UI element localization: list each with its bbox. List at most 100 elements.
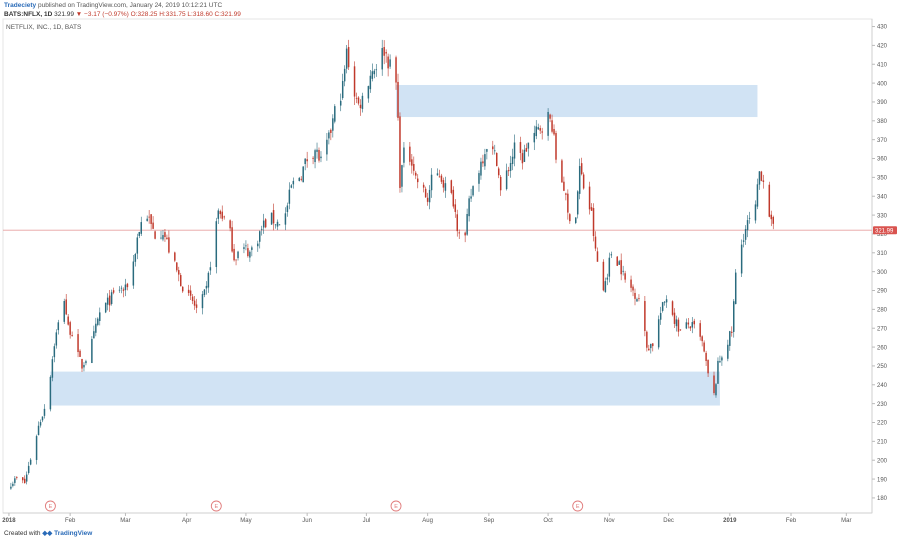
published-text: published on TradingView.com, January 24… xyxy=(36,2,223,9)
candle-body xyxy=(472,186,474,196)
candle-body xyxy=(403,147,405,163)
candle-body xyxy=(251,247,253,250)
candle-body xyxy=(219,211,221,215)
candle-body xyxy=(424,188,427,198)
candle-body xyxy=(440,175,443,182)
candle-body xyxy=(703,342,705,352)
candle-body xyxy=(284,213,287,225)
candle-body xyxy=(262,220,265,228)
candle-body xyxy=(25,474,28,482)
candle-body xyxy=(630,279,632,288)
candle-body xyxy=(176,262,178,271)
y-tick-label: 270 xyxy=(877,326,888,332)
candle-body xyxy=(146,218,148,222)
ohlc-line: BATS:NFLX, 1D 321.99 ▼ −3.17 (−0.97%) O:… xyxy=(4,11,241,18)
candle-body xyxy=(596,251,599,262)
candle-body xyxy=(174,252,176,261)
candle-body xyxy=(701,336,703,342)
candle-body xyxy=(513,142,516,159)
candle-body xyxy=(39,422,42,426)
candle-body xyxy=(444,183,447,191)
y-tick-label: 220 xyxy=(877,421,888,427)
candle-body xyxy=(371,71,374,79)
candle-body xyxy=(689,326,692,329)
candle-body xyxy=(367,86,370,99)
candle-body xyxy=(95,323,97,333)
candle-body xyxy=(201,294,204,309)
y-tick-label: 180 xyxy=(877,496,888,502)
y-tick-label: 430 xyxy=(877,25,888,31)
supply-demand-zone-0 xyxy=(396,84,758,118)
x-tick-label: Mar xyxy=(120,518,130,524)
candle-body xyxy=(606,277,609,280)
candle-body xyxy=(332,118,334,131)
publisher-link[interactable]: Tradeciety xyxy=(4,2,37,9)
candle-body xyxy=(620,260,622,275)
y-tick-label: 300 xyxy=(877,270,888,276)
candle-body xyxy=(63,301,65,322)
candle-body xyxy=(492,146,494,150)
candle-body xyxy=(249,251,251,258)
candle-body xyxy=(691,322,694,328)
candle-body xyxy=(272,210,275,224)
candle-body xyxy=(373,70,376,75)
candle-body xyxy=(302,166,304,183)
candle-body xyxy=(659,312,662,320)
candle-body xyxy=(312,157,314,159)
chart-title: NETFLIX, INC., 1D, BATS xyxy=(6,24,82,31)
candle-body xyxy=(274,224,277,226)
candle-body xyxy=(77,334,79,353)
candle-body xyxy=(168,237,170,253)
candle-body xyxy=(588,186,591,210)
candle-body xyxy=(494,150,496,152)
candle-body xyxy=(81,358,83,369)
candle-body xyxy=(430,174,433,191)
y-tick-label: 390 xyxy=(877,100,888,106)
y-tick-label: 200 xyxy=(877,458,888,464)
candle-body xyxy=(748,217,751,219)
candle-body xyxy=(97,318,99,325)
candle-body xyxy=(288,189,291,204)
candle-body xyxy=(740,244,743,274)
candle-body xyxy=(622,270,624,272)
candle-body xyxy=(79,350,81,357)
tradingview-logo[interactable]: ◆◆ TradingView xyxy=(42,530,93,537)
candle-body xyxy=(49,376,52,410)
candle-body xyxy=(762,180,765,182)
candle-body xyxy=(257,243,259,247)
candle-body xyxy=(298,177,300,181)
candle-body xyxy=(648,348,650,351)
candle-body xyxy=(727,344,729,359)
candle-body xyxy=(636,299,638,302)
x-tick-label: Nov xyxy=(604,518,615,524)
candle-body xyxy=(563,181,565,191)
candle-body xyxy=(166,237,168,240)
earnings-marker-label: E xyxy=(394,504,398,510)
y-tick-label: 330 xyxy=(877,213,888,219)
candle-body xyxy=(541,131,543,133)
candle-body xyxy=(385,52,387,54)
y-tick-label: 260 xyxy=(877,345,888,351)
x-tick-label: Dec xyxy=(663,518,674,524)
candle-body xyxy=(470,196,472,199)
candle-body xyxy=(505,170,508,190)
candle-body xyxy=(663,301,666,303)
candle-body xyxy=(23,478,26,484)
candle-body xyxy=(12,483,14,486)
y-tick-label: 190 xyxy=(877,477,888,483)
x-tick-label: Feb xyxy=(65,518,76,524)
candle-body xyxy=(353,66,356,97)
candle-body xyxy=(742,240,745,242)
candle-body xyxy=(229,220,231,229)
candle-body xyxy=(685,322,688,329)
tradingview-brand[interactable]: TradingView xyxy=(54,530,93,537)
y-tick-label: 230 xyxy=(877,402,888,408)
candle-body xyxy=(53,346,56,358)
candle-body xyxy=(51,359,54,378)
candle-body xyxy=(665,299,668,303)
candle-body xyxy=(395,57,397,83)
candle-body xyxy=(233,248,235,261)
candle-body xyxy=(646,331,648,348)
candle-body xyxy=(417,178,419,183)
